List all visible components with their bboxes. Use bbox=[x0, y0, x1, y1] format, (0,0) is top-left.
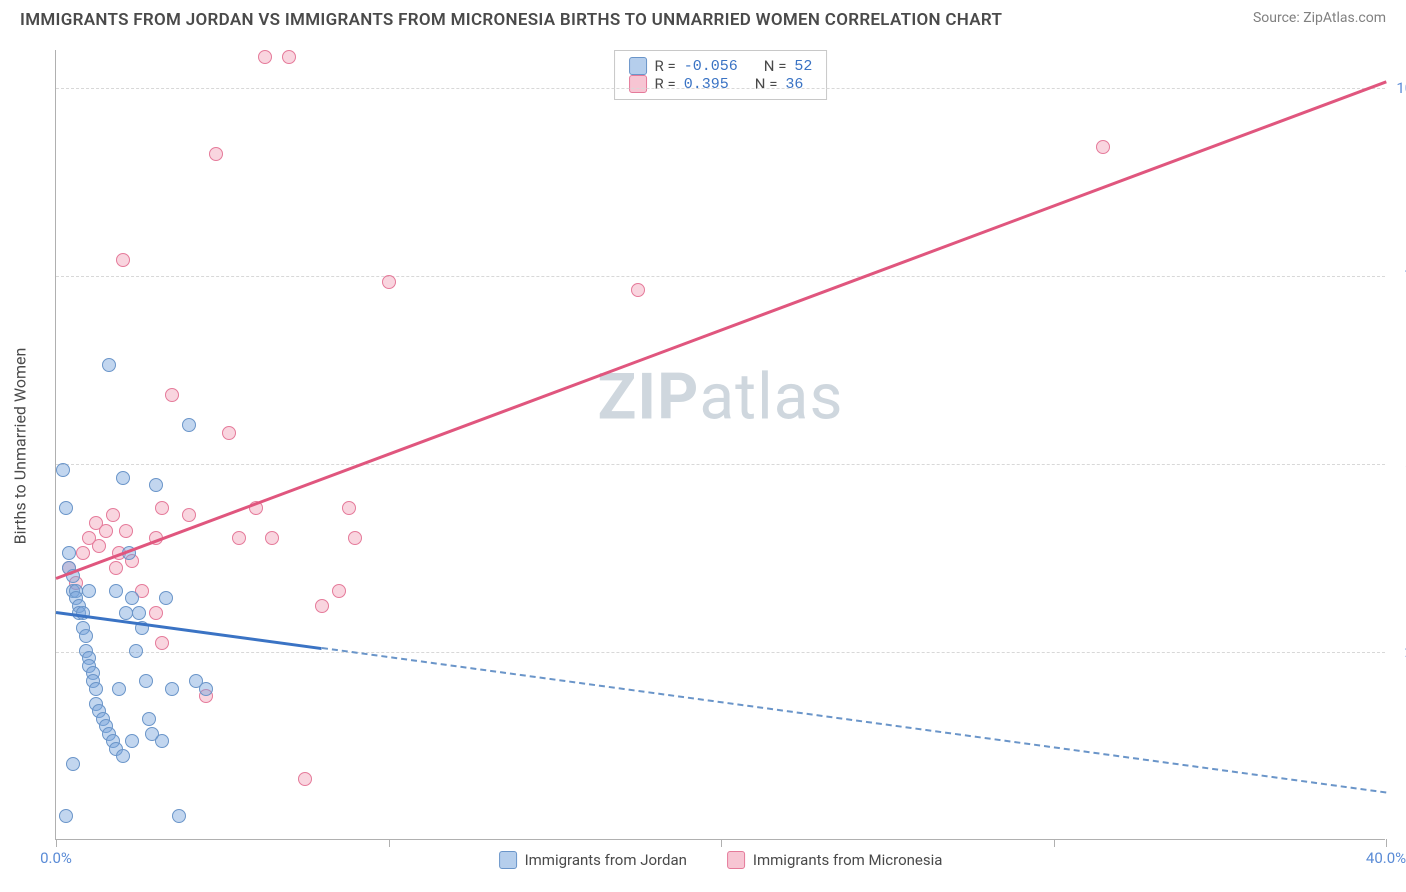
data-point bbox=[116, 749, 130, 763]
trend-line bbox=[322, 647, 1386, 793]
data-point bbox=[116, 471, 130, 485]
trend-line bbox=[56, 611, 322, 650]
series-legend-label: Immigrants from Micronesia bbox=[753, 851, 943, 869]
chart-plot-area: ZIPatlas R =-0.056N =52R = 0.395N =36 Im… bbox=[55, 50, 1385, 840]
series-legend-item: Immigrants from Jordan bbox=[499, 851, 687, 869]
legend-r-label: R = bbox=[655, 57, 676, 75]
legend-swatch bbox=[629, 75, 647, 93]
data-point bbox=[102, 358, 116, 372]
data-point bbox=[89, 682, 103, 696]
data-point bbox=[182, 508, 196, 522]
series-legend-label: Immigrants from Jordan bbox=[525, 851, 687, 869]
data-point bbox=[631, 283, 645, 297]
x-tick bbox=[1054, 839, 1055, 847]
x-tick-label: 40.0% bbox=[1366, 849, 1406, 867]
x-tick-label: 0.0% bbox=[40, 849, 72, 867]
x-tick bbox=[389, 839, 390, 847]
grid-line bbox=[56, 652, 1385, 653]
data-point bbox=[265, 531, 279, 545]
data-point bbox=[139, 674, 153, 688]
data-point bbox=[59, 809, 73, 823]
legend-n-label: N = bbox=[755, 75, 778, 93]
legend-swatch bbox=[727, 851, 745, 869]
data-point bbox=[282, 50, 296, 64]
y-axis-label: Births to Unmarried Women bbox=[11, 348, 30, 545]
watermark: ZIPatlas bbox=[598, 360, 844, 435]
data-point bbox=[332, 584, 346, 598]
data-point bbox=[172, 809, 186, 823]
chart-title: IMMIGRANTS FROM JORDAN VS IMMIGRANTS FRO… bbox=[20, 10, 1002, 30]
series-legend: Immigrants from Jordan Immigrants from Mi… bbox=[499, 851, 943, 869]
data-point bbox=[66, 757, 80, 771]
data-point bbox=[109, 584, 123, 598]
data-point bbox=[159, 591, 173, 605]
data-point bbox=[99, 524, 113, 538]
data-point bbox=[232, 531, 246, 545]
grid-line bbox=[56, 88, 1385, 89]
data-point bbox=[182, 418, 196, 432]
data-point bbox=[258, 50, 272, 64]
data-point bbox=[222, 426, 236, 440]
data-point bbox=[149, 606, 163, 620]
data-point bbox=[76, 546, 90, 560]
data-point bbox=[119, 524, 133, 538]
legend-swatch bbox=[629, 57, 647, 75]
data-point bbox=[199, 682, 213, 696]
legend-r-label: R = bbox=[655, 75, 676, 93]
data-point bbox=[342, 501, 356, 515]
x-tick bbox=[1386, 839, 1387, 847]
data-point bbox=[155, 734, 169, 748]
legend-r-value: -0.056 bbox=[684, 58, 738, 75]
trend-line bbox=[55, 80, 1386, 579]
legend-row: R = -0.056 N = 52 bbox=[629, 57, 813, 75]
data-point bbox=[106, 508, 120, 522]
legend-swatch bbox=[499, 851, 517, 869]
data-point bbox=[165, 388, 179, 402]
y-tick-label: 100.0% bbox=[1396, 79, 1406, 97]
data-point bbox=[125, 591, 139, 605]
data-point bbox=[109, 561, 123, 575]
data-point bbox=[59, 501, 73, 515]
legend-n-value: 52 bbox=[794, 58, 812, 75]
data-point bbox=[79, 629, 93, 643]
data-point bbox=[1096, 140, 1110, 154]
data-point bbox=[92, 539, 106, 553]
legend-r-value: 0.395 bbox=[684, 76, 729, 93]
stats-legend: R =-0.056N =52R = 0.395N =36 bbox=[614, 50, 828, 100]
data-point bbox=[298, 772, 312, 786]
data-point bbox=[119, 606, 133, 620]
grid-line bbox=[56, 464, 1385, 465]
source-text: Source: ZipAtlas.com bbox=[1253, 10, 1386, 26]
watermark-atlas: atlas bbox=[699, 360, 843, 435]
legend-row: R = 0.395 N = 36 bbox=[629, 75, 813, 93]
data-point bbox=[149, 478, 163, 492]
series-legend-item: Immigrants from Micronesia bbox=[727, 851, 943, 869]
data-point bbox=[62, 546, 76, 560]
grid-line bbox=[56, 276, 1385, 277]
legend-n-value: 36 bbox=[785, 76, 803, 93]
data-point bbox=[155, 636, 169, 650]
data-point bbox=[315, 599, 329, 613]
data-point bbox=[112, 682, 126, 696]
data-point bbox=[125, 734, 139, 748]
data-point bbox=[165, 682, 179, 696]
x-tick bbox=[56, 839, 57, 847]
data-point bbox=[348, 531, 362, 545]
data-point bbox=[116, 253, 130, 267]
data-point bbox=[129, 644, 143, 658]
legend-n-label: N = bbox=[764, 57, 787, 75]
data-point bbox=[132, 606, 146, 620]
x-tick bbox=[721, 839, 722, 847]
data-point bbox=[209, 147, 223, 161]
data-point bbox=[82, 584, 96, 598]
data-point bbox=[56, 463, 70, 477]
data-point bbox=[155, 501, 169, 515]
data-point bbox=[382, 275, 396, 289]
data-point bbox=[142, 712, 156, 726]
